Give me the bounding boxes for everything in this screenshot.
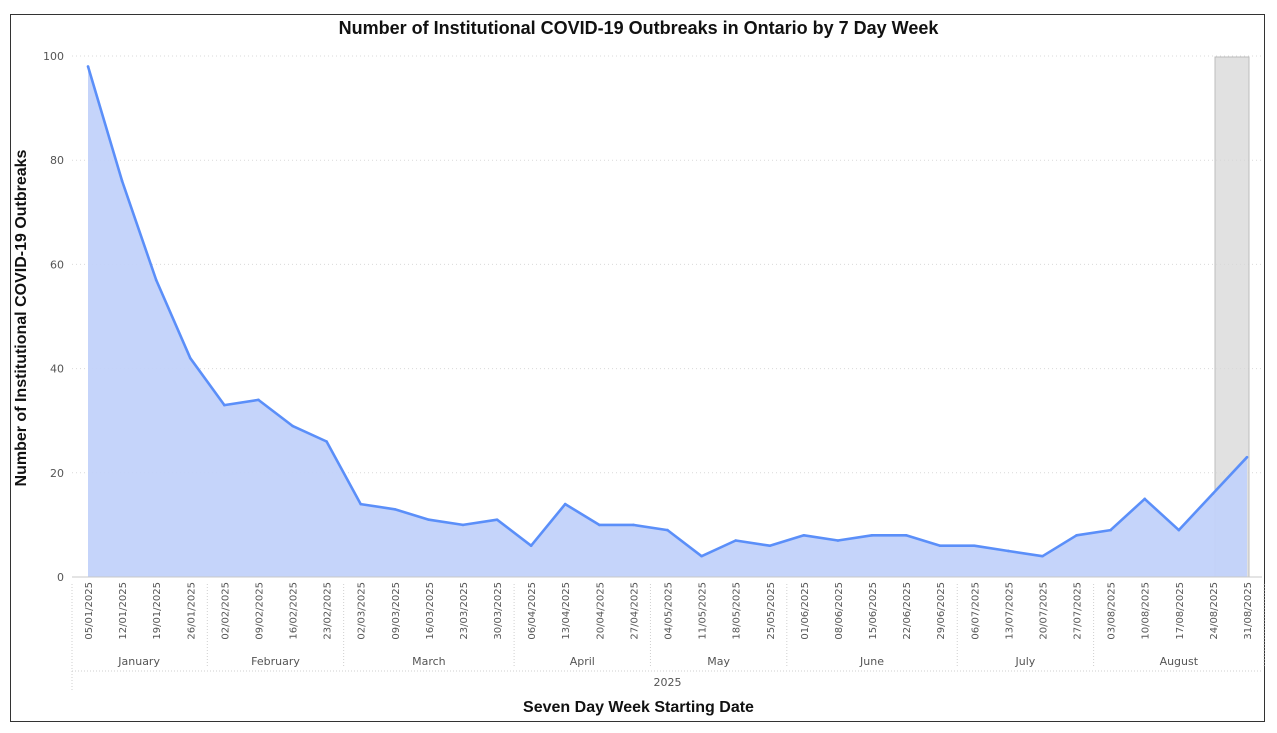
y-tick-label: 100	[43, 50, 64, 63]
x-tick-label: 02/02/2025	[220, 582, 231, 640]
data-point	[972, 544, 976, 548]
year-label: 2025	[654, 676, 682, 689]
x-tick-label: 26/01/2025	[186, 582, 197, 640]
month-label: July	[1015, 655, 1036, 668]
data-point	[1075, 534, 1078, 537]
data-point	[495, 518, 499, 521]
y-tick-label: 40	[50, 363, 64, 376]
line-layer	[86, 65, 1249, 558]
data-point	[802, 534, 806, 537]
chart-frame	[10, 14, 1265, 722]
data-point	[529, 544, 533, 548]
x-tick-label: 13/07/2025	[1004, 582, 1015, 640]
x-tick-label: 20/07/2025	[1038, 582, 1049, 640]
x-tick-label: 24/08/2025	[1209, 582, 1220, 640]
data-point	[1041, 554, 1044, 558]
data-point	[393, 507, 397, 511]
x-axis: 05/01/2025 12/01/2025 19/01/2025 26/01/2025…	[71, 576, 1265, 692]
month-label: August	[1160, 655, 1199, 668]
x-tick-label: 03/08/2025	[1107, 582, 1118, 640]
data-point	[257, 398, 260, 402]
data-point	[938, 544, 942, 548]
data-point	[1109, 528, 1112, 532]
data-point	[836, 539, 840, 542]
x-tick-label: 09/02/2025	[254, 582, 265, 640]
x-tick-label: 27/07/2025	[1073, 582, 1084, 640]
data-point	[598, 523, 601, 527]
y-axis: 0 20 40 60 80 100	[43, 50, 64, 584]
data-point	[427, 518, 431, 521]
data-point	[154, 278, 158, 282]
data-point	[325, 440, 328, 443]
data-point	[1007, 549, 1010, 553]
x-tick-label: 18/05/2025	[732, 582, 743, 640]
x-tick-label: 06/04/2025	[527, 582, 538, 640]
area-fill	[88, 66, 1247, 578]
x-tick-label: 20/04/2025	[595, 582, 606, 640]
x-tick-label: 16/02/2025	[289, 582, 300, 640]
data-point	[1143, 497, 1147, 501]
x-tick-label: 31/08/2025	[1243, 582, 1254, 640]
data-point	[904, 534, 908, 537]
data-point	[632, 523, 635, 527]
x-tick-label: 10/08/2025	[1141, 582, 1152, 640]
data-point	[1177, 528, 1181, 532]
data-point	[666, 528, 669, 532]
month-label: January	[117, 655, 160, 668]
data-point	[291, 424, 294, 428]
y-tick-label: 20	[50, 467, 64, 480]
data-point	[359, 502, 363, 506]
data-point	[768, 544, 772, 548]
data-point	[1211, 492, 1215, 495]
x-tick-label: 27/04/2025	[629, 582, 640, 640]
area-layer	[88, 66, 1247, 578]
data-point	[188, 356, 192, 360]
x-tick-label: 05/01/2025	[84, 582, 95, 640]
month-label: April	[570, 655, 595, 668]
x-tick-label: 08/06/2025	[834, 582, 845, 640]
x-tick-label: 19/01/2025	[152, 582, 163, 640]
month-label: May	[707, 655, 730, 668]
data-point	[700, 554, 703, 558]
x-axis-title: Seven Day Week Starting Date	[523, 699, 754, 716]
x-tick-label: 17/08/2025	[1175, 582, 1186, 640]
x-tick-label: 23/02/2025	[323, 582, 334, 640]
x-tick-label: 16/03/2025	[425, 582, 436, 640]
x-tick-label: 29/06/2025	[936, 582, 947, 640]
month-label: March	[412, 655, 446, 668]
month-label: June	[859, 655, 884, 668]
x-tick-label: 13/04/2025	[561, 582, 572, 640]
x-tick-label: 30/03/2025	[493, 582, 504, 640]
x-tick-label: 11/05/2025	[698, 582, 709, 640]
chart-title: Number of Institutional COVID-19 Outbrea…	[338, 18, 939, 38]
data-point	[734, 539, 737, 542]
y-tick-label: 0	[57, 571, 64, 584]
y-tick-label: 80	[50, 154, 64, 167]
x-tick-label: 04/05/2025	[664, 582, 675, 640]
x-tick-label: 23/03/2025	[459, 582, 470, 640]
x-tick-label: 06/07/2025	[970, 582, 981, 640]
x-tick-label: 15/06/2025	[868, 582, 879, 640]
x-tick-label: 25/05/2025	[766, 582, 777, 640]
x-tick-label: 22/06/2025	[902, 582, 913, 640]
x-tick-label: 01/06/2025	[800, 582, 811, 640]
data-point	[223, 403, 226, 407]
data-point	[461, 523, 465, 527]
x-tick-label: 12/01/2025	[118, 582, 129, 640]
x-tick-label: 02/03/2025	[357, 582, 368, 640]
data-point	[563, 502, 567, 506]
data-point	[86, 65, 90, 68]
data-point	[870, 534, 874, 537]
month-label: February	[251, 655, 300, 668]
data-point	[120, 179, 124, 183]
y-tick-label: 60	[50, 258, 64, 271]
data-point	[1245, 455, 1249, 459]
x-tick-label: 09/03/2025	[391, 582, 402, 640]
